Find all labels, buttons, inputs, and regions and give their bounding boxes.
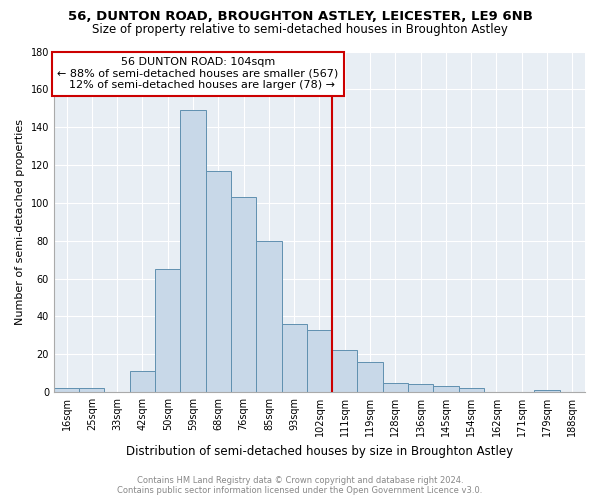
Bar: [256, 240, 281, 392]
Bar: [433, 386, 458, 392]
Bar: [408, 384, 433, 392]
X-axis label: Distribution of semi-detached houses by size in Broughton Astley: Distribution of semi-detached houses by …: [126, 444, 513, 458]
Bar: [231, 197, 256, 392]
Text: 56 DUNTON ROAD: 104sqm
← 88% of semi-detached houses are smaller (567)
  12% of : 56 DUNTON ROAD: 104sqm ← 88% of semi-det…: [58, 57, 338, 90]
Bar: [206, 170, 231, 392]
Bar: [332, 350, 358, 392]
Bar: [458, 388, 484, 392]
Text: Size of property relative to semi-detached houses in Broughton Astley: Size of property relative to semi-detach…: [92, 22, 508, 36]
Bar: [54, 388, 79, 392]
Bar: [281, 324, 307, 392]
Bar: [181, 110, 206, 392]
Bar: [358, 362, 383, 392]
Bar: [307, 330, 332, 392]
Y-axis label: Number of semi-detached properties: Number of semi-detached properties: [15, 119, 25, 325]
Bar: [383, 382, 408, 392]
Bar: [79, 388, 104, 392]
Bar: [535, 390, 560, 392]
Bar: [130, 371, 155, 392]
Bar: [155, 269, 181, 392]
Text: 56, DUNTON ROAD, BROUGHTON ASTLEY, LEICESTER, LE9 6NB: 56, DUNTON ROAD, BROUGHTON ASTLEY, LEICE…: [68, 10, 532, 23]
Text: Contains HM Land Registry data © Crown copyright and database right 2024.
Contai: Contains HM Land Registry data © Crown c…: [118, 476, 482, 495]
